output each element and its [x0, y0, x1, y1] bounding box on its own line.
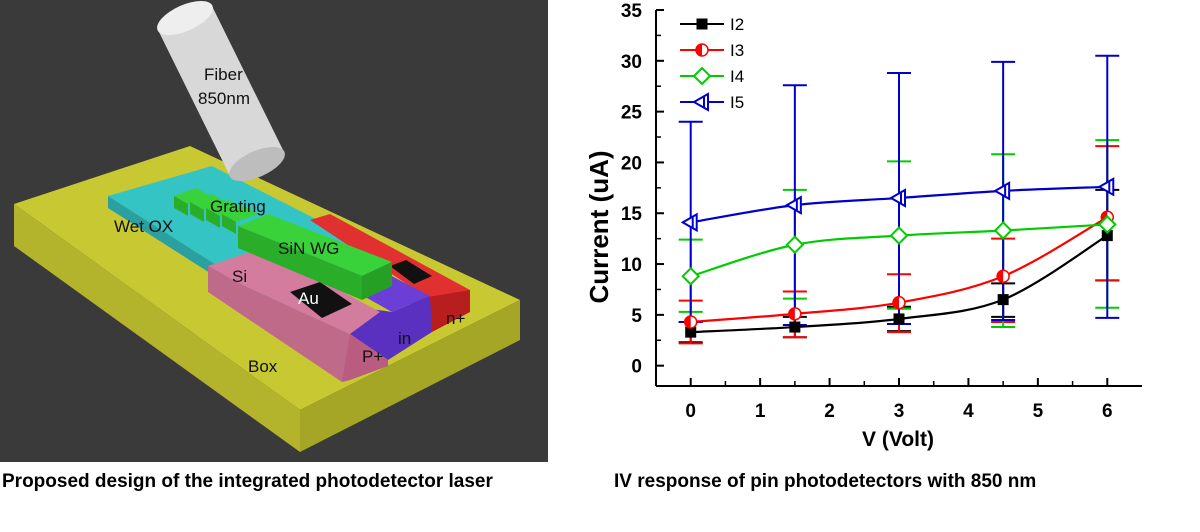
legend-label-I3: I3 — [730, 41, 744, 60]
x-axis-label: V (Volt) — [862, 428, 934, 451]
si-label: Si — [232, 267, 247, 286]
p-plus-front — [342, 334, 388, 382]
fiber-label: Fiber — [204, 65, 243, 84]
si-region-side — [208, 266, 350, 382]
data-point-I4 — [889, 226, 909, 246]
wavelength-label: 850nm — [198, 89, 250, 108]
n-plus-label: n+ — [446, 309, 465, 328]
au-contact-left — [290, 282, 352, 318]
grating-teeth — [174, 188, 258, 234]
legend-label-I5: I5 — [730, 93, 744, 112]
data-point-I5 — [680, 212, 698, 233]
left-figure-caption: Proposed design of the integrated photod… — [2, 471, 493, 492]
data-point-I2 — [893, 313, 905, 325]
x-tick-label: 6 — [1102, 401, 1113, 422]
box-substrate-left — [14, 204, 300, 452]
data-point-I2 — [789, 321, 801, 333]
y-tick-label: 30 — [621, 52, 642, 73]
data-point-I5 — [888, 188, 906, 208]
chart-legend: I2 I3 I4 I5 — [680, 15, 744, 112]
p-plus-label: P+ — [362, 347, 383, 366]
au-label: Au — [298, 289, 319, 308]
iv-chart: 0 5 10 15 20 25 30 35 0 1 2 3 4 5 6 I2 I3 I4 I5 Current (… — [560, 0, 1200, 462]
in-label: in — [398, 329, 411, 348]
data-point-I3 — [892, 295, 906, 310]
box-label: Box — [248, 357, 278, 376]
y-tick-label: 15 — [621, 204, 643, 225]
legend-marker-I5 — [691, 92, 709, 112]
grating-label: Grating — [210, 197, 266, 216]
y-tick-label: 20 — [621, 153, 642, 174]
y-tick-label: 5 — [631, 306, 642, 327]
legend-marker-I2 — [696, 18, 708, 30]
device-3d-drawing: Fiber 850nm Grating Wet OX SiN WG Si Au … — [14, 0, 520, 452]
y-tick-label: 25 — [621, 103, 643, 124]
legend-label-I4: I4 — [730, 67, 744, 86]
data-point-I3 — [996, 269, 1010, 283]
wet-ox-label: Wet OX — [114, 217, 173, 236]
data-point-I3 — [788, 307, 802, 321]
data-point-I4 — [681, 266, 701, 286]
y-axis-label: Current (uA) — [584, 150, 614, 303]
sin-waveguide-end — [362, 262, 392, 300]
legend-marker-I3 — [695, 43, 709, 57]
x-tick-label: 0 — [685, 401, 696, 422]
x-tick-label: 3 — [894, 401, 905, 422]
legend-label-I2: I2 — [730, 15, 744, 34]
device-illustration: Fiber 850nm Grating Wet OX SiN WG Si Au … — [0, 0, 548, 462]
au-contact-right — [390, 260, 432, 284]
data-point-I2 — [997, 294, 1009, 306]
x-tick-label: 1 — [755, 401, 766, 422]
data-point-I5 — [993, 181, 1011, 201]
sin-waveguide-front — [238, 226, 362, 300]
sin-wg-label: SiN WG — [278, 239, 339, 258]
data-point-I4 — [785, 235, 805, 255]
n-plus-region-top — [310, 214, 470, 306]
sin-waveguide-top — [238, 214, 392, 276]
y-tick-label: 0 — [631, 357, 642, 378]
data-point-I5 — [784, 195, 802, 215]
x-tick-label: 4 — [963, 401, 974, 422]
data-point-I3 — [683, 315, 698, 329]
iv-chart-svg: 0 5 10 15 20 25 30 35 0 1 2 3 4 5 6 I2 I3 I4 I5 Current (… — [584, 1, 1142, 451]
chart-axes: 0 5 10 15 20 25 30 35 0 1 2 3 4 5 6 — [621, 1, 1142, 422]
optical-fiber — [157, 0, 285, 182]
y-tick-label: 35 — [621, 1, 643, 22]
y-tick-label: 10 — [621, 255, 642, 276]
series-markers — [680, 177, 1117, 338]
data-point-I5 — [1097, 177, 1115, 197]
data-point-I4 — [993, 221, 1013, 240]
legend-marker-I4 — [692, 66, 712, 86]
x-tick-label: 5 — [1033, 401, 1044, 422]
box-substrate-front — [300, 300, 520, 452]
chart-caption: IV response of pin photodetectors with 8… — [614, 471, 1037, 492]
x-tick-label: 2 — [824, 401, 835, 422]
data-point-I4 — [1097, 215, 1117, 234]
